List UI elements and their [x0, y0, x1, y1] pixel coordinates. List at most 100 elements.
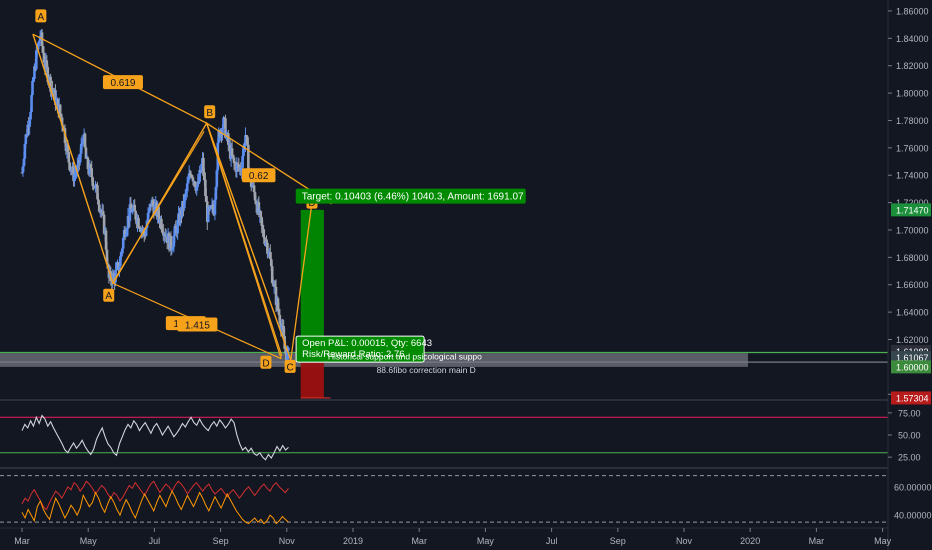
candle-body	[280, 325, 284, 330]
osc-line[interactable]	[21, 480, 289, 511]
y-tick-label: 1.62000	[896, 335, 929, 345]
fib-ratio-badge[interactable]	[241, 168, 276, 183]
price-axis[interactable]: 1.86000 1.84000 1.82000 1.80000 1.78000 1.760…	[887, 0, 932, 550]
candle-body	[287, 348, 290, 351]
pattern-point-badge[interactable]	[260, 355, 272, 369]
price-tag[interactable]	[891, 391, 931, 405]
candle-body	[137, 218, 140, 228]
candle-body	[184, 191, 188, 194]
target-label-box[interactable]	[295, 188, 526, 204]
x-tick-label: Nov	[676, 536, 693, 546]
candle-body	[22, 158, 26, 167]
support-label-text: Historical support and psicological supp…	[328, 352, 482, 362]
candle-body	[112, 273, 115, 276]
levels-layer	[0, 351, 888, 399]
candle-body	[276, 298, 280, 310]
fib-ratio-badge[interactable]	[177, 317, 218, 332]
candle-body	[119, 256, 122, 266]
candle-body	[190, 176, 194, 178]
axis-background	[888, 0, 932, 550]
x-tick-label: Mar	[14, 536, 30, 546]
candle-body	[214, 187, 218, 200]
x-tick-label: May	[477, 536, 495, 546]
candle-body	[102, 214, 106, 234]
candle-body	[124, 233, 128, 237]
x-tick-label: Nov	[279, 536, 296, 546]
candle-body	[94, 184, 97, 189]
annotations-layer[interactable]: Target: 0.10403 (6.46%) 1040.3, Amount: …	[295, 188, 526, 375]
pattern-point-badge[interactable]	[284, 359, 296, 373]
x-tick-label: Sep	[213, 536, 229, 546]
candle-body	[37, 40, 41, 44]
candle-body	[237, 164, 241, 169]
candle-body	[204, 179, 207, 197]
candle-body	[185, 183, 189, 192]
candle-body	[217, 130, 221, 143]
rr-label-text: Risk/Reward Ratio: 2.76	[302, 349, 404, 360]
candle-body	[86, 157, 90, 170]
candle-body	[24, 134, 28, 144]
candle-body	[245, 135, 248, 137]
fib-ratio-badge[interactable]	[102, 75, 143, 90]
candle-body	[28, 119, 31, 127]
candle-body	[77, 159, 80, 165]
y-tick-label: 1.70000	[896, 225, 929, 235]
candle-body	[215, 170, 219, 188]
candle-body	[184, 193, 187, 198]
pattern-point-badge[interactable]	[103, 288, 115, 302]
x-tick-label: 2020	[740, 536, 760, 546]
candle-body	[35, 49, 39, 51]
fib-ratio-text: 0.619	[110, 78, 135, 89]
candle-body	[42, 52, 46, 63]
x-tick-label: Jul	[149, 536, 161, 546]
candle-body	[96, 185, 99, 200]
price-tag[interactable]	[891, 203, 931, 217]
candle-body	[73, 173, 76, 182]
candle-body	[266, 242, 269, 254]
pattern-point-badge[interactable]	[204, 105, 216, 119]
candle-body	[278, 314, 282, 324]
rsi-panel[interactable]	[0, 414, 888, 461]
candle-body	[98, 204, 101, 211]
price-tag-text: 1.57304	[896, 393, 929, 403]
pattern-leg[interactable]	[114, 131, 205, 280]
candle-body	[169, 235, 173, 251]
pattern-leg[interactable]	[206, 123, 283, 357]
candle-body	[88, 164, 92, 174]
candle-body	[208, 205, 212, 210]
osc-line[interactable]	[21, 490, 289, 525]
x-tick-label: 2019	[343, 536, 363, 546]
rsi-line[interactable]	[21, 414, 289, 461]
candle-body	[29, 111, 32, 120]
candle-body	[230, 148, 234, 156]
candle-body	[67, 151, 71, 163]
candle-body	[146, 213, 150, 223]
candle-body	[46, 67, 50, 83]
pattern-point-badge[interactable]	[35, 9, 47, 23]
time-axis[interactable]: Mar May Jul Sep Nov 2019 Mar May Jul Sep Nov 2020 Ma…	[14, 528, 892, 546]
candle-body	[157, 206, 160, 218]
candle-body	[66, 145, 70, 152]
pnl-label-box[interactable]	[295, 335, 425, 363]
fibo-label-text: 88.6fibo correction main D	[377, 365, 476, 375]
candle-body	[91, 177, 94, 186]
candle-body	[202, 157, 205, 176]
candle-body	[120, 252, 123, 257]
oscillator-panel[interactable]	[0, 475, 888, 525]
y-tick-label: 1.82000	[896, 61, 929, 71]
x-tick-label: Mar	[411, 536, 427, 546]
rsi-tick-label: 50.00	[898, 431, 921, 441]
candle-body	[147, 209, 151, 214]
candle-body	[173, 226, 177, 236]
zone-stop	[300, 361, 324, 398]
pattern-leg[interactable]	[32, 34, 114, 284]
candle-body	[144, 227, 148, 236]
candle-body	[97, 199, 100, 205]
pattern-leg[interactable]	[206, 123, 292, 361]
pattern-point-text: A	[38, 12, 45, 23]
candle-body	[171, 246, 175, 250]
candle-body	[36, 43, 40, 50]
price-tag[interactable]	[891, 360, 931, 374]
